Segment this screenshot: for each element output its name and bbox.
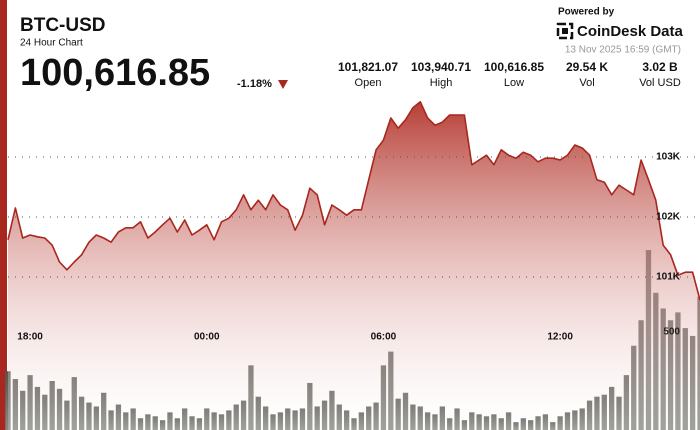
stat-value: 3.02 B	[642, 60, 678, 74]
brand-logo	[556, 22, 574, 40]
stat-value: 101,821.07	[338, 60, 398, 74]
price-area	[8, 101, 700, 430]
powered-by: Powered by	[558, 7, 615, 18]
x-tick-label: 00:00	[194, 332, 220, 343]
stat-label: Low	[504, 77, 524, 89]
x-tick-label: 06:00	[371, 332, 397, 343]
stat-label: High	[430, 77, 453, 89]
x-tick-label: 12:00	[547, 332, 573, 343]
stat-label: Vol USD	[639, 77, 681, 89]
price-line	[7, 101, 700, 301]
brand-name: CoinDesk Data	[577, 23, 684, 40]
chart-subtitle: 24 Hour Chart	[20, 38, 83, 49]
y-tick-label: 101K	[656, 272, 681, 283]
plot-area	[5, 101, 700, 430]
stat-value: 100,616.85	[484, 60, 544, 74]
current-price: 100,616.85	[20, 52, 210, 94]
x-tick-label: 18:00	[17, 332, 43, 343]
stat-label: Vol	[579, 77, 594, 89]
down-arrow	[278, 80, 288, 89]
stat-value: 103,940.71	[411, 60, 471, 74]
chart-title: BTC-USD	[20, 15, 106, 36]
y-tick-label: 102K	[656, 212, 681, 223]
stat-label: Open	[355, 77, 382, 89]
accent-bar	[0, 0, 7, 430]
y-tick-label: 103K	[656, 152, 681, 163]
stat-value: 29.54 K	[566, 60, 608, 74]
price-change: -1.18%	[237, 78, 272, 90]
timestamp: 13 Nov 2025 16:59 (GMT)	[565, 45, 681, 56]
y2-tick-label: 500	[663, 327, 680, 338]
